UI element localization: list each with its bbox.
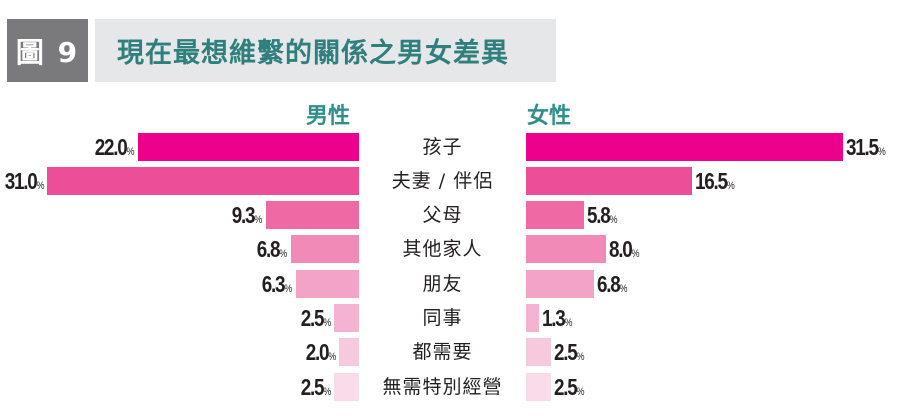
female-bar (526, 235, 607, 263)
category-label: 孩子 (422, 136, 463, 158)
male-value-label: 2.5% (300, 305, 331, 331)
male-bar (333, 304, 359, 332)
category-label: 同事 (422, 307, 463, 329)
male-value-label: 31.0% (4, 168, 45, 194)
female-bar (526, 201, 585, 229)
male-bar (290, 235, 359, 263)
female-bar (526, 133, 843, 161)
female-value-label: 1.3% (542, 305, 573, 331)
female-bar (526, 373, 552, 401)
chart-row: 9.3% 父母 5.8% (0, 201, 900, 229)
male-bar (265, 201, 359, 229)
male-value-label: 6.3% (262, 271, 293, 297)
male-bar (295, 270, 359, 298)
legend-male: 男性 (306, 104, 351, 129)
chart-row: 31.0% 夫妻 / 伴侶 16.5% (0, 167, 900, 195)
male-bar (338, 338, 359, 366)
male-value-label: 22.0% (95, 134, 135, 160)
chart-row: 6.8% 其他家人 8.0% (0, 235, 900, 263)
category-label: 其他家人 (402, 238, 483, 260)
male-bar (137, 133, 359, 161)
female-value-label: 2.5% (554, 339, 585, 365)
legend-female: 女性 (527, 104, 572, 129)
chart-title: 現在最想維繫的關係之男女差異 (95, 19, 556, 82)
male-value-label: 2.0% (305, 339, 336, 365)
male-bar (333, 373, 359, 401)
chart-row: 6.3% 朋友 6.8% (0, 270, 900, 298)
female-value-label: 31.5% (845, 134, 886, 160)
category-label: 無需特別經營 (382, 376, 503, 398)
category-label: 朋友 (422, 273, 463, 295)
male-value-label: 6.8% (257, 236, 288, 262)
male-value-label: 2.5% (300, 374, 331, 400)
chart-row: 2.0% 都需要 2.5% (0, 338, 900, 366)
chart-row: 2.5% 同事 1.3% (0, 304, 900, 332)
female-value-label: 5.8% (587, 202, 618, 228)
male-bar (47, 167, 359, 195)
figure-number-badge: 圖 9 (7, 19, 88, 82)
female-value-label: 16.5% (694, 168, 735, 194)
female-bar (526, 338, 552, 366)
category-label: 父母 (422, 204, 463, 226)
female-bar (526, 304, 540, 332)
female-bar (526, 167, 692, 195)
category-label: 都需要 (412, 341, 473, 363)
male-value-label: 9.3% (231, 202, 263, 228)
category-label: 夫妻 / 伴侶 (391, 170, 494, 192)
chart-row: 22.0% 孩子 31.5% (0, 133, 900, 161)
chart-row: 2.5% 無需特別經營 2.5% (0, 373, 900, 401)
female-bar (526, 270, 595, 298)
female-value-label: 2.5% (554, 374, 585, 400)
female-value-label: 6.8% (597, 271, 628, 297)
female-value-label: 8.0% (609, 236, 640, 262)
